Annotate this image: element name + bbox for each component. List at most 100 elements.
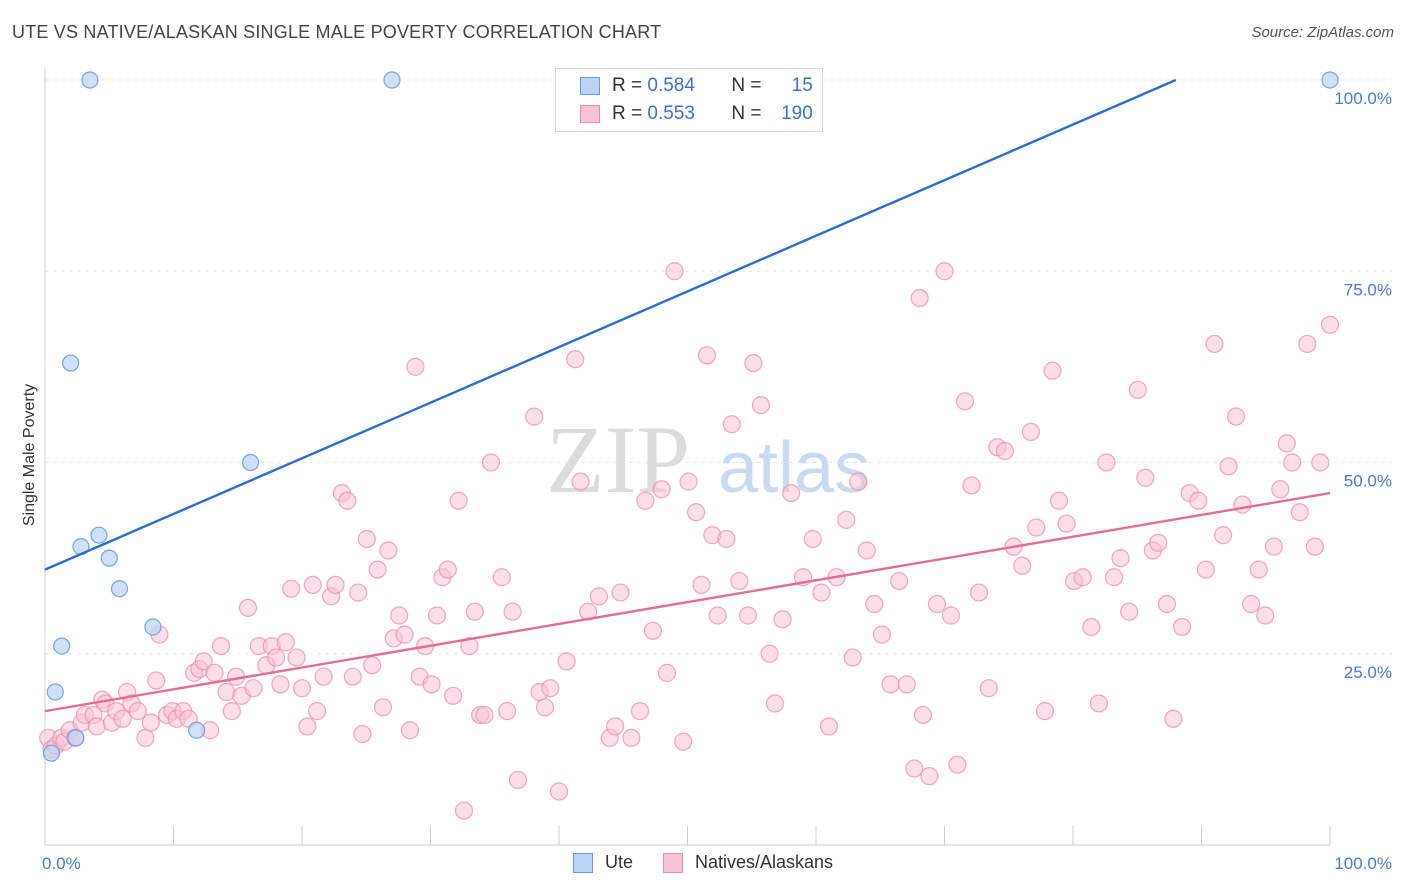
native-point — [460, 636, 479, 656]
native-point — [136, 728, 155, 748]
legend-row-native: R = 0.553 N = 190 — [556, 101, 813, 127]
legend-r-value: 0.553 — [647, 103, 695, 124]
native-point — [1149, 533, 1168, 552]
native-point — [444, 686, 463, 705]
tick-labels: 25.0% 50.0% 75.0% 100.0% 0.0% 100.0% — [42, 89, 1392, 873]
native-point — [549, 782, 569, 801]
native-point — [1021, 422, 1040, 441]
ute-point — [100, 549, 118, 567]
native-point — [1233, 495, 1252, 514]
native-point — [222, 702, 241, 721]
native-point — [1097, 453, 1116, 472]
native-point — [803, 529, 822, 549]
native-point — [422, 675, 441, 694]
y-tick-label: 50.0% — [1344, 472, 1392, 491]
native-point — [1164, 709, 1183, 728]
native-point — [773, 610, 792, 629]
native-point — [812, 583, 831, 602]
native-point — [141, 713, 160, 732]
native-point — [535, 698, 555, 717]
native-point — [363, 656, 382, 675]
native-point — [843, 648, 862, 667]
grid-lines — [45, 79, 1392, 655]
native-point — [1219, 457, 1238, 476]
native-point — [427, 606, 447, 625]
ute-point — [81, 71, 99, 89]
native-point — [1311, 453, 1330, 472]
ute-point — [383, 71, 401, 89]
native-point — [438, 560, 457, 579]
native-point — [571, 472, 590, 491]
native-point — [657, 663, 677, 682]
native-point — [1057, 514, 1076, 533]
native-point — [679, 472, 698, 491]
legend-swatch-ute — [580, 77, 600, 95]
native-point — [465, 602, 484, 621]
native-point — [1189, 491, 1208, 510]
native-point — [872, 625, 891, 644]
native-point — [349, 583, 368, 602]
native-point — [910, 288, 929, 308]
native-point — [498, 702, 517, 721]
native-point — [1136, 468, 1155, 487]
native-point — [722, 415, 741, 434]
x-tick-label: 0.0% — [42, 854, 81, 873]
bottom-legend-ute[interactable]: Ute — [572, 852, 633, 873]
native-point — [1035, 702, 1055, 721]
ute-point — [110, 580, 129, 598]
native-point — [962, 476, 981, 495]
native-point — [1089, 694, 1109, 713]
native-point — [238, 598, 258, 617]
native-point — [948, 755, 967, 774]
native-point — [87, 717, 106, 736]
native-point — [751, 396, 771, 415]
native-point — [271, 675, 290, 694]
native-point — [400, 721, 420, 740]
native-point — [837, 510, 856, 529]
native-point — [622, 728, 641, 748]
native-point — [1320, 315, 1340, 334]
ute-point — [188, 721, 206, 739]
native-point — [454, 801, 474, 820]
native-point — [1226, 407, 1246, 426]
bottom-legend-native-label: Natives/Alaskans — [694, 852, 834, 872]
native-point — [113, 709, 132, 728]
native-point — [630, 702, 650, 721]
legend-r-label: R = — [612, 75, 643, 96]
native-point — [1290, 503, 1309, 522]
native-point — [611, 583, 630, 602]
native-point — [343, 667, 362, 686]
native-point — [1013, 556, 1032, 575]
native-point — [308, 702, 327, 721]
legend-swatch-native — [580, 105, 600, 123]
native-point — [379, 541, 398, 560]
native-point — [1271, 480, 1290, 499]
native-point — [738, 606, 758, 625]
native-point — [674, 732, 693, 751]
native-point — [692, 575, 711, 595]
legend-row-ute: R = 0.584 N = 15 — [556, 73, 813, 99]
native-point — [913, 705, 933, 725]
native-point — [147, 671, 166, 690]
native-point — [492, 568, 511, 587]
trend-lines — [44, 78, 1331, 713]
native-point — [969, 583, 989, 602]
ute-point — [46, 683, 64, 701]
legend-n-label: N = — [731, 75, 762, 96]
native-point — [1157, 594, 1177, 614]
bottom-legend: Ute Natives/Alaskans — [0, 852, 1406, 873]
native-point — [652, 480, 671, 499]
native-point — [941, 606, 961, 625]
legend: R = 0.584 N = 15 R = 0.553 N = 190 — [555, 68, 823, 132]
native-point — [905, 759, 924, 778]
bottom-legend-native[interactable]: Natives/Alaskans — [662, 852, 834, 873]
native-point — [390, 606, 409, 625]
legend-r-label: R = — [612, 103, 643, 124]
native-point — [935, 262, 954, 281]
ute-point — [242, 453, 260, 472]
native-point — [276, 633, 295, 652]
native-point — [1104, 568, 1124, 587]
y-tick-label: 75.0% — [1344, 280, 1392, 299]
native-point — [857, 541, 876, 560]
native-point — [730, 571, 749, 591]
